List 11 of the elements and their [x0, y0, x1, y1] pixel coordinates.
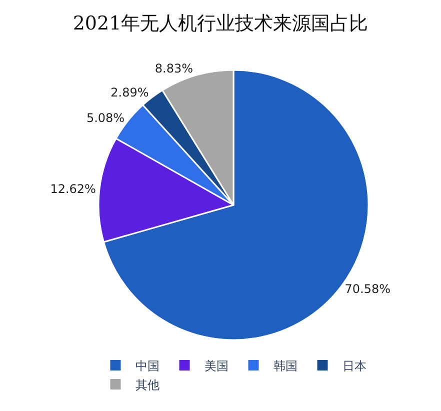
data-label: 5.08%: [86, 110, 125, 125]
legend-label: 美国: [204, 358, 228, 373]
legend-label: 日本: [342, 358, 366, 373]
data-label: 2.89%: [110, 86, 149, 100]
chart-title: 2021年无人机行业技术来源国占比: [72, 12, 368, 35]
legend-label: 其他: [136, 378, 160, 392]
legend-label: 中国: [136, 358, 160, 373]
data-label: 70.58%: [344, 282, 391, 296]
legend-label: 韩国: [274, 358, 298, 373]
data-label: 12.62%: [50, 182, 96, 196]
data-label: 8.83%: [154, 62, 194, 76]
